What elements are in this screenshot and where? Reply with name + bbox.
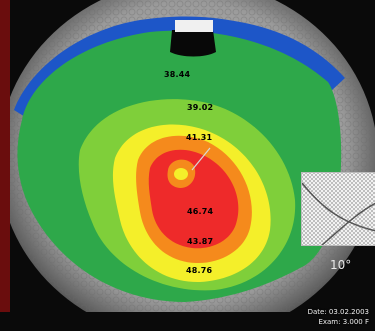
exam-footer: Date: 03.02.2003 Exam: 3.000 F [308, 307, 369, 327]
reading-label: 43.87 [187, 237, 214, 246]
mesh-inset [301, 172, 375, 246]
axis-marker [191, 147, 211, 171]
reading-label: 48.76 [186, 266, 213, 275]
footer-line-2: Exam: 3.000 F [318, 318, 369, 326]
reading-label: 41.31 [186, 133, 213, 142]
top-notch [170, 30, 216, 57]
yellow-peak [174, 168, 188, 180]
bottom-band [0, 312, 375, 331]
left-edge-strip [0, 0, 10, 331]
inset-angle-label: 10° [330, 258, 352, 272]
mesh-inset-graphic [302, 173, 375, 245]
blue-zone [14, 16, 345, 120]
footer-line-1: Date: 03.02.2003 [307, 308, 369, 316]
reading-label: 39.02 [187, 103, 214, 112]
reading-label: 46.74 [187, 207, 214, 216]
reading-label: 38.44 [164, 70, 191, 79]
top-notch-highlight [175, 20, 213, 32]
